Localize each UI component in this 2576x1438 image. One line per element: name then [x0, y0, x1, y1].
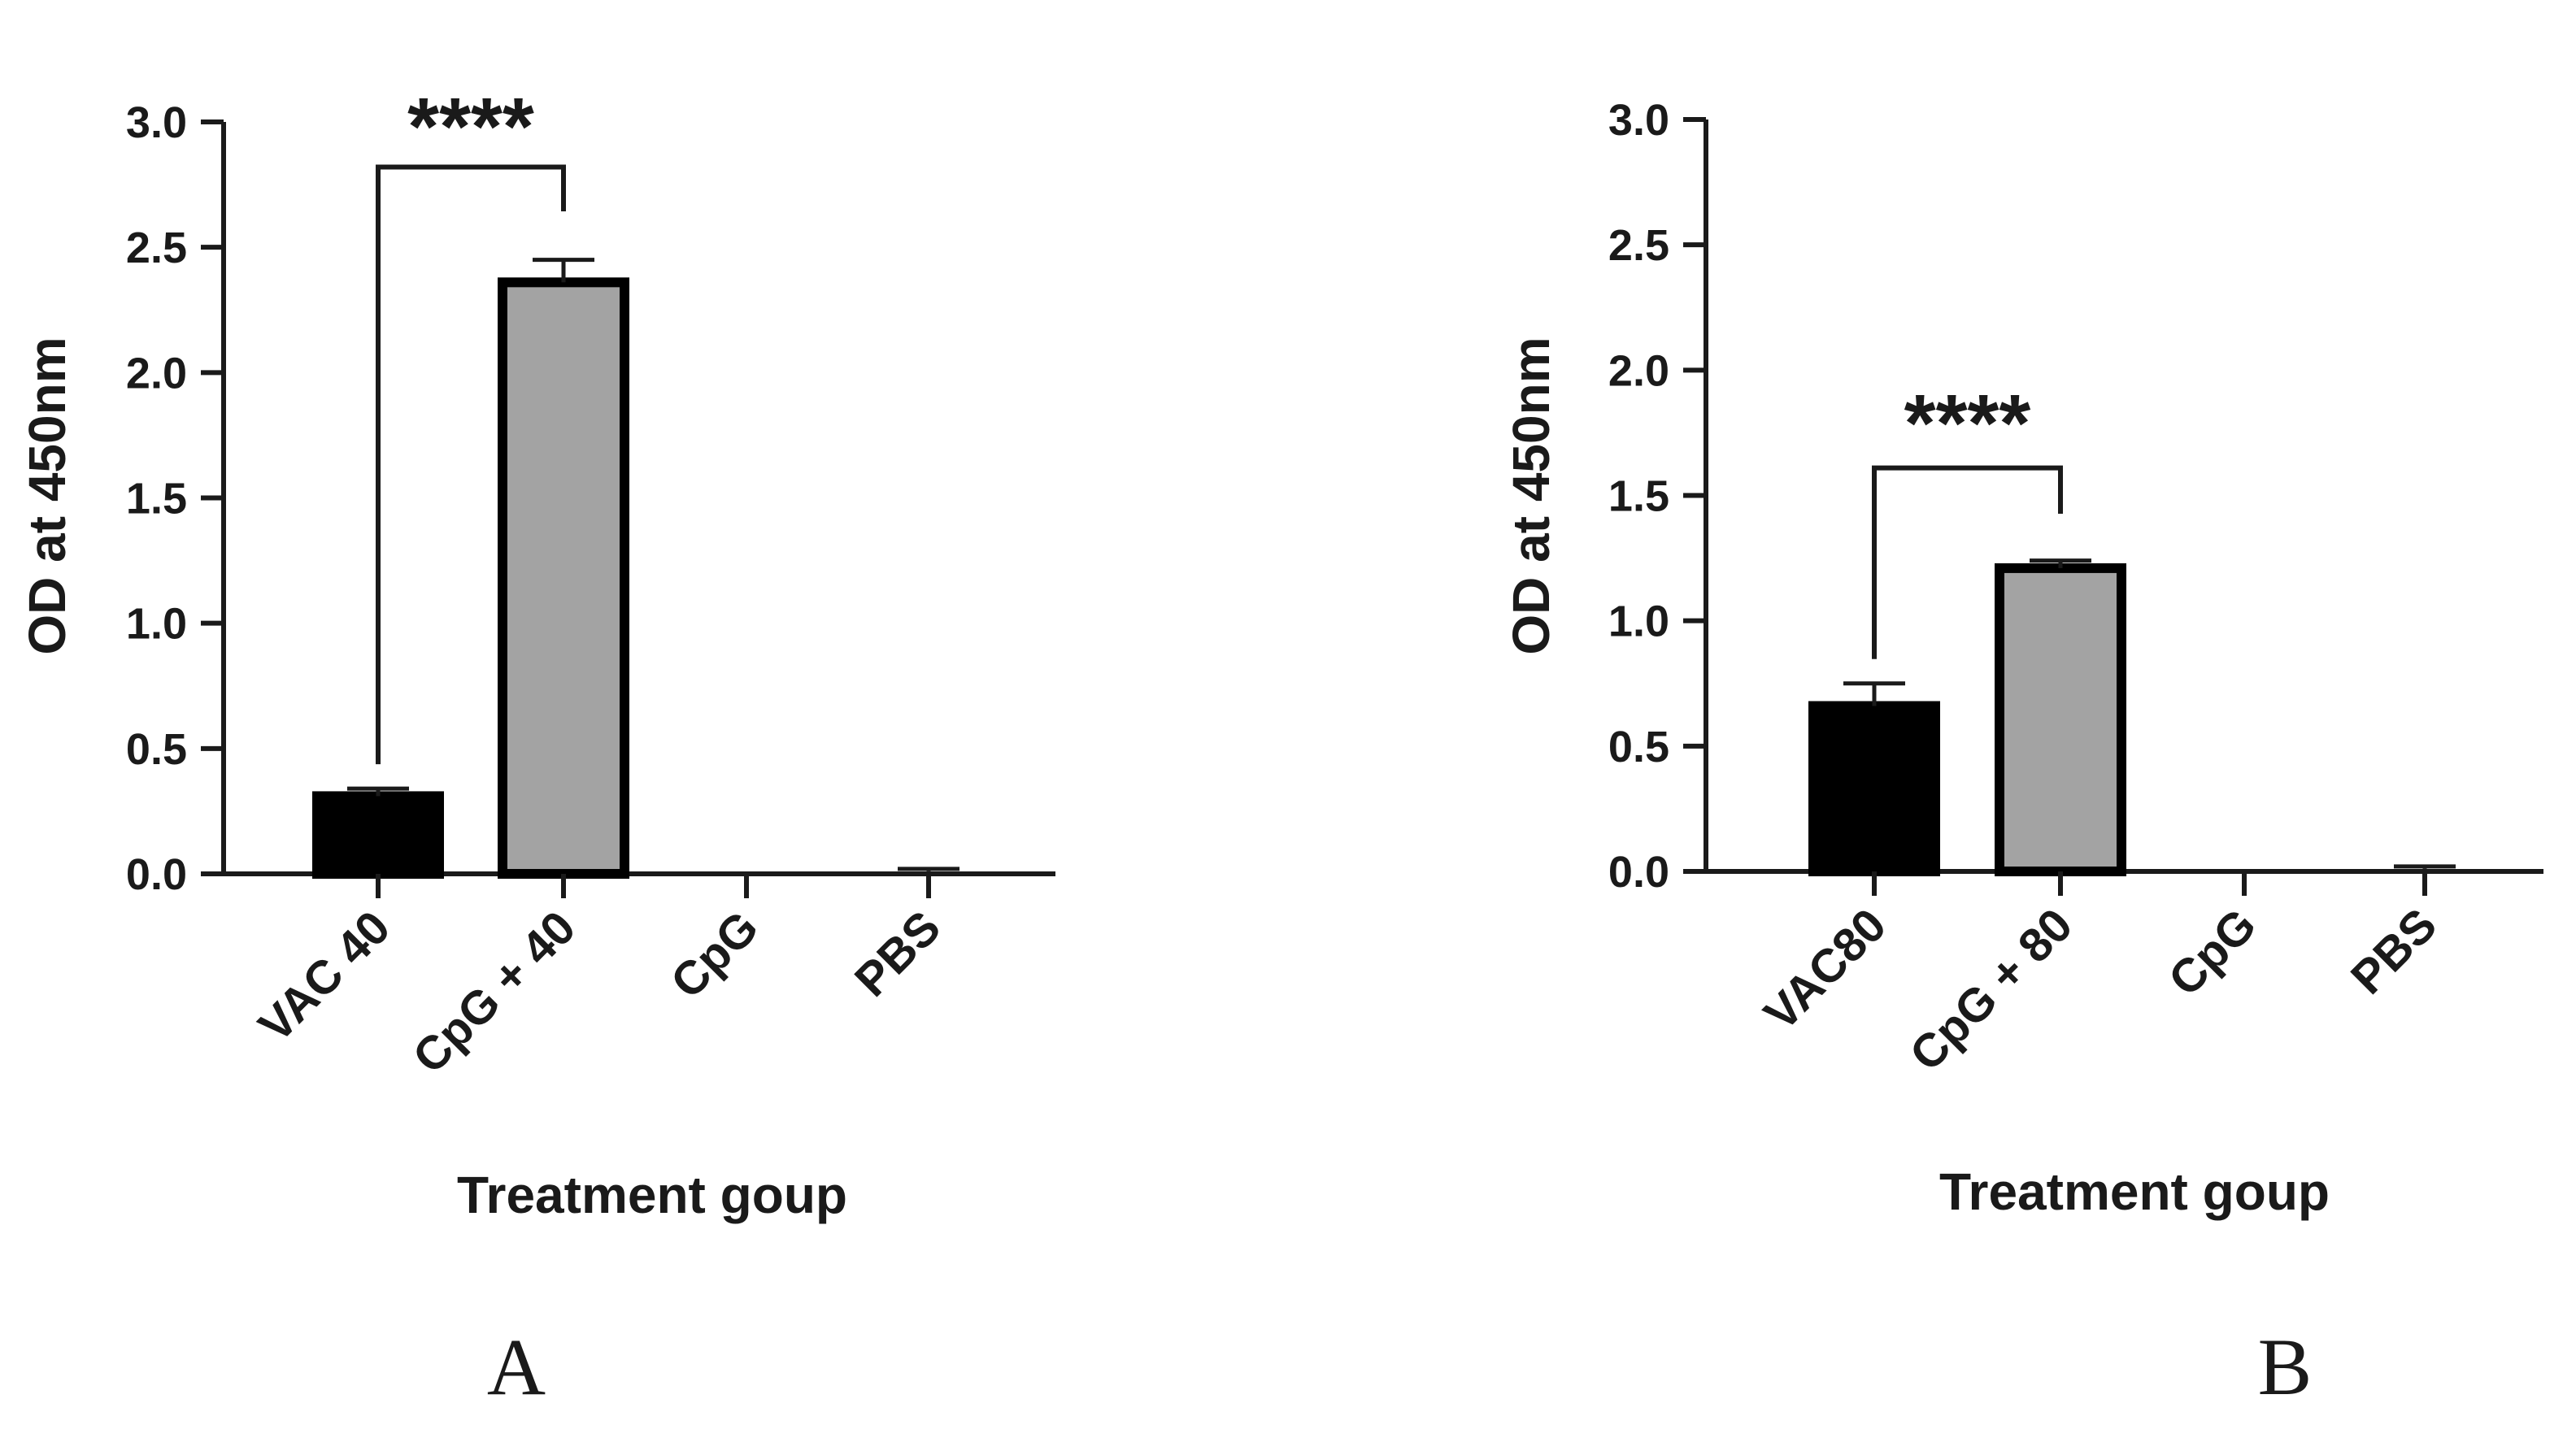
- y-tick-label: 0.0: [1608, 848, 1669, 897]
- x-axis-title: Treatment goup: [457, 1166, 847, 1224]
- x-tick-label: PBS: [2341, 898, 2447, 1004]
- y-tick-label: 2.5: [1608, 221, 1669, 270]
- y-tick-label: 2.5: [126, 224, 187, 272]
- y-tick-label: 2.0: [126, 349, 187, 398]
- significance-label: ****: [407, 81, 534, 172]
- y-axis-title: OD at 450nm: [1502, 337, 1560, 654]
- significance-bracket: [376, 164, 566, 765]
- x-tick-label: CpG + 80: [1899, 898, 2082, 1081]
- x-tick-label: VAC 40: [249, 901, 401, 1053]
- x-tick-label: VAC80: [1754, 898, 1896, 1040]
- bar: [1808, 701, 1940, 876]
- significance-label: ****: [1904, 378, 2031, 469]
- panel-label: B: [2258, 1322, 2313, 1412]
- y-axis-title: OD at 450nm: [18, 337, 76, 654]
- y-tick-label: 0.0: [126, 850, 187, 899]
- x-axis-title: Treatment goup: [1939, 1162, 2330, 1221]
- bar: [1995, 563, 2126, 877]
- y-tick-label: 1.5: [126, 475, 187, 524]
- x-tick-label: CpG: [2159, 898, 2267, 1006]
- y-tick-label: 0.5: [1608, 723, 1669, 771]
- x-tick-label: CpG + 40: [402, 901, 585, 1084]
- x-tick-label: CpG: [661, 901, 769, 1009]
- y-tick-label: 1.0: [126, 600, 187, 649]
- panel-label: A: [487, 1322, 546, 1412]
- x-tick-label: PBS: [845, 901, 951, 1006]
- bar: [498, 277, 629, 880]
- y-tick-label: 0.5: [126, 725, 187, 774]
- y-tick-label: 2.0: [1608, 346, 1669, 395]
- significance-bracket: [1872, 465, 2063, 659]
- y-tick-label: 3.0: [1608, 96, 1669, 145]
- y-tick-label: 3.0: [126, 98, 187, 147]
- y-tick-label: 1.5: [1608, 472, 1669, 521]
- bar: [312, 791, 444, 880]
- y-tick-label: 1.0: [1608, 597, 1669, 646]
